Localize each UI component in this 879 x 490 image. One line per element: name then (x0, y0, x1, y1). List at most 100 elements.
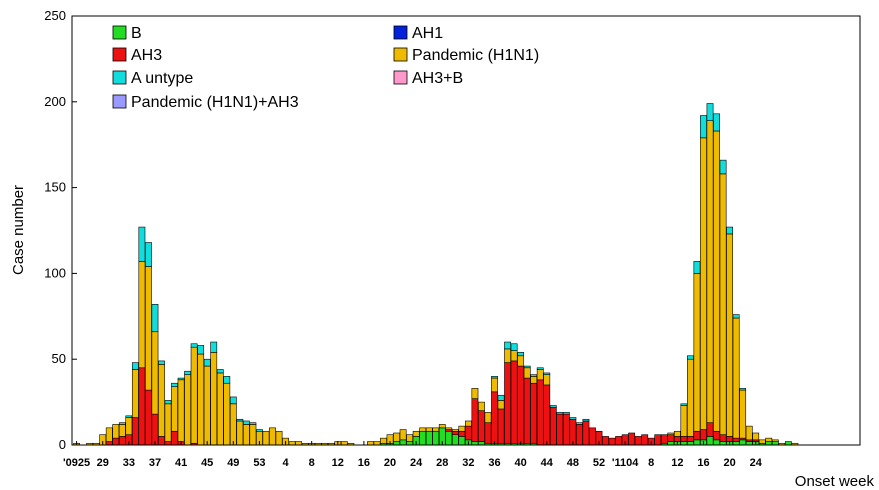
bar-segment-65-s2 (497, 408, 505, 444)
bar-segment-69-s2 (523, 377, 531, 444)
bar-segment-22-s3 (216, 372, 224, 446)
bar-segment-72-s4 (543, 372, 551, 375)
bar-segment-15-s4 (171, 382, 178, 387)
bar-segment-10-s3 (138, 261, 146, 369)
legend-label-3: Pandemic (H1N1) (412, 47, 539, 64)
bar-segment-18-s4 (190, 343, 198, 348)
bar-segment-53-s0 (419, 430, 427, 446)
bar-segment-29-s3 (262, 430, 270, 446)
bar-segment-25-s4 (236, 418, 244, 422)
x-axis: '0925 29 33 37 41 45 49 53 4 8 12 16 20 24 28 32 36 40 44 4… (63, 441, 763, 469)
bar-segment-45-s3 (367, 441, 374, 446)
legend: B AH1 AH3 Pandemic (H1N1) A untype AH3+B Pande… (112, 25, 539, 111)
bar-segment-96-s3 (700, 137, 707, 430)
bar-segment-97-s4 (706, 103, 714, 121)
bar-segment-74-s4 (556, 412, 564, 415)
bar-segment-8-s3 (125, 417, 133, 436)
bar-segment-72-s3 (543, 374, 551, 386)
y-axis: 0 50 100 150 200 250 (44, 8, 77, 452)
x-tick-label-14: 28 (436, 457, 448, 469)
bar-segment-64-s3 (491, 377, 498, 393)
bar-segment-109-s0 (784, 441, 792, 446)
bar-segment-58-s0 (451, 434, 459, 446)
bar-segment-7-s2 (118, 436, 126, 446)
bar-segment-12-s2 (151, 413, 159, 446)
bar-segment-65-s3 (497, 400, 505, 410)
bar-segment-28-s4 (256, 429, 263, 432)
bar-segment-68-s4 (517, 352, 525, 357)
bar-segment-101-s3 (732, 317, 740, 439)
bar-segment-5-s3 (105, 427, 113, 442)
bar-segment-9-s3 (131, 369, 139, 418)
bar-segment-60-s3 (464, 420, 472, 427)
bar-segment-20-s4 (203, 358, 211, 367)
legend-label-1: AH1 (412, 25, 443, 42)
x-tick-label-9: 8 (309, 457, 315, 469)
bars-layer (73, 103, 799, 446)
bar-segment-69-s3 (523, 367, 531, 379)
x-tick-label-4: 41 (175, 457, 187, 469)
x-tick-label-0: '0925 (63, 457, 90, 469)
bar-segment-49-s3 (393, 432, 400, 442)
bar-segment-67-s2 (510, 360, 518, 444)
legend-label-6: Pandemic (H1N1)+AH3 (131, 94, 299, 111)
bar-segment-56-s3 (438, 424, 446, 429)
y-tick-label-0: 0 (59, 437, 66, 452)
bar-segment-9-s4 (131, 362, 139, 370)
bar-segment-51-s3 (406, 434, 414, 442)
bar-segment-68-s3 (517, 355, 525, 367)
legend-swatch-1 (393, 25, 408, 40)
bar-segment-41-s3 (340, 441, 348, 446)
x-tick-label-21: '1104 (612, 457, 639, 469)
bar-segment-102-s0 (739, 439, 747, 446)
bar-segment-105-s3 (758, 439, 766, 444)
bar-segment-102-s3 (739, 389, 747, 439)
bar-segment-94-s4 (687, 355, 694, 360)
bar-segment-71-s4 (536, 367, 544, 370)
bar-segment-99-s2 (719, 434, 727, 442)
bar-segment-99-s0 (719, 441, 727, 446)
bar-segment-8-s4 (125, 415, 133, 418)
bar-segment-47-s3 (380, 437, 387, 444)
bar-segment-83-s2 (615, 436, 622, 446)
bar-segment-16-s3 (177, 379, 185, 442)
bar-segment-19-s4 (197, 345, 205, 355)
bar-segment-101-s0 (732, 441, 740, 446)
bar-segment-11-s4 (145, 242, 152, 267)
bar-segment-63-s2 (484, 422, 492, 444)
bar-segment-50-s3 (399, 429, 407, 441)
bar-segment-17-s3 (184, 374, 192, 446)
bar-segment-78-s2 (582, 420, 590, 446)
y-tick-label-3: 150 (44, 180, 66, 195)
x-axis-title: Onset week (795, 473, 875, 490)
bar-segment-74-s2 (556, 413, 564, 446)
bar-segment-15-s2 (171, 430, 178, 446)
x-tick-label-10: 12 (332, 457, 344, 469)
legend-swatch-2 (112, 47, 127, 62)
y-axis-title: Case number (10, 185, 27, 275)
bar-segment-26-s3 (242, 424, 250, 446)
legend-swatch-3 (393, 47, 408, 62)
bar-segment-107-s0 (771, 441, 779, 446)
bar-segment-14-s2 (164, 441, 172, 446)
bar-segment-57-s0 (445, 430, 453, 446)
bar-segment-98-s4 (713, 113, 720, 132)
bar-segment-55-s0 (432, 430, 440, 446)
bar-segment-11-s3 (145, 266, 152, 391)
legend-label-5: AH3+B (412, 70, 463, 87)
bar-segment-86-s2 (634, 436, 642, 446)
bar-segment-98-s0 (713, 439, 720, 446)
x-tick-label-11: 16 (358, 457, 370, 469)
bar-segment-73-s4 (549, 405, 557, 408)
x-tick-label-6: 49 (227, 457, 239, 469)
bar-segment-33-s3 (288, 441, 296, 446)
bar-segment-76-s4 (569, 417, 577, 420)
bar-segment-18-s3 (190, 346, 198, 444)
bar-segment-50-s0 (399, 439, 407, 446)
x-tick-label-22: 8 (648, 457, 654, 469)
bar-segment-9-s2 (131, 417, 139, 446)
x-tick-label-15: 32 (462, 457, 474, 469)
bar-segment-51-s0 (406, 441, 414, 446)
bar-segment-14-s4 (164, 400, 172, 405)
